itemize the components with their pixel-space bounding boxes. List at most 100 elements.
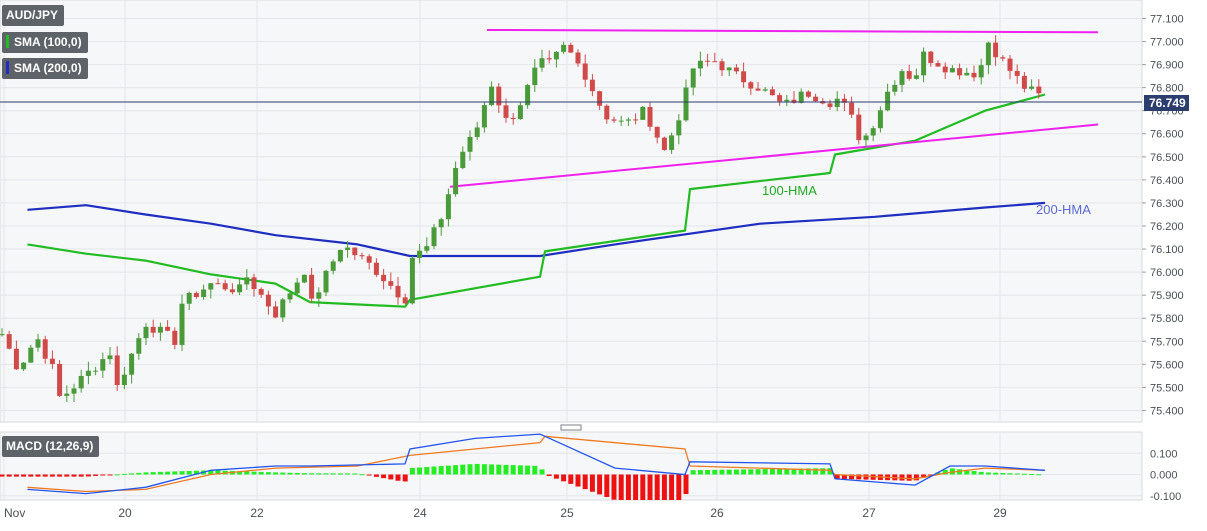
candle-body[interactable] (395, 285, 401, 298)
candle-body[interactable] (741, 71, 747, 83)
candle-body[interactable] (525, 85, 531, 106)
candle-body[interactable] (186, 292, 192, 304)
candle-body[interactable] (676, 120, 682, 136)
candle-body[interactable] (705, 60, 711, 62)
candle-body[interactable] (35, 339, 41, 348)
candle-body[interactable] (352, 247, 358, 256)
candle-body[interactable] (93, 370, 99, 372)
hma200-line[interactable] (27, 201, 1046, 258)
candle-body[interactable] (669, 135, 675, 150)
candle-body[interactable] (870, 128, 876, 136)
sma100-legend[interactable]: SMA (100,0) (2, 32, 88, 53)
candle-body[interactable] (330, 261, 336, 271)
candle-body[interactable] (690, 68, 696, 88)
candle-body[interactable] (1021, 75, 1027, 89)
candle-body[interactable] (784, 99, 790, 102)
candle-body[interactable] (899, 71, 905, 85)
candle-body[interactable] (21, 362, 27, 370)
candle-body[interactable] (546, 58, 552, 60)
candle-body[interactable] (928, 51, 934, 64)
candle-body[interactable] (712, 61, 718, 63)
candle-body[interactable] (1014, 70, 1020, 76)
candle-body[interactable] (978, 65, 984, 78)
candle-body[interactable] (532, 67, 538, 86)
candle-body[interactable] (208, 283, 214, 290)
candle-body[interactable] (366, 256, 372, 263)
candle-body[interactable] (85, 370, 91, 376)
candle-body[interactable] (935, 63, 941, 67)
candle-body[interactable] (683, 87, 689, 121)
candle-body[interactable] (431, 227, 437, 247)
pane-resize-handle[interactable] (560, 424, 582, 431)
candle-body[interactable] (28, 347, 34, 363)
candle-body[interactable] (589, 79, 595, 92)
candle-body[interactable] (921, 51, 927, 76)
candle-body[interactable] (1036, 86, 1042, 94)
candle-body[interactable] (841, 98, 847, 103)
candle-body[interactable] (265, 294, 271, 307)
candle-body[interactable] (863, 135, 869, 141)
candle-body[interactable] (971, 72, 977, 78)
candle-body[interactable] (237, 284, 243, 293)
candle-body[interactable] (467, 136, 473, 152)
candle-body[interactable] (172, 330, 178, 345)
candle-body[interactable] (402, 297, 408, 304)
trend-line[interactable] (486, 28, 1099, 34)
macd-legend[interactable]: MACD (12,26,9) (2, 436, 100, 457)
candle-body[interactable] (114, 355, 120, 386)
trend-line[interactable] (449, 123, 1099, 188)
candle-body[interactable] (496, 86, 502, 106)
candle-body[interactable] (654, 126, 660, 138)
candle-body[interactable] (697, 60, 703, 69)
candle-body[interactable] (575, 52, 581, 64)
candle-body[interactable] (345, 247, 351, 250)
candle-body[interactable] (827, 103, 833, 107)
candle-body[interactable] (719, 61, 725, 71)
candle-body[interactable] (733, 67, 739, 72)
candle-body[interactable] (1007, 58, 1013, 71)
candle-body[interactable] (856, 114, 862, 141)
candle-body[interactable] (129, 353, 135, 375)
candle-body[interactable] (553, 51, 559, 60)
candle-body[interactable] (13, 348, 19, 370)
candle-body[interactable] (597, 91, 603, 106)
candle-body[interactable] (193, 292, 199, 297)
candle-body[interactable] (64, 393, 70, 396)
macd-line[interactable] (27, 433, 1046, 495)
candle-body[interactable] (877, 110, 883, 129)
candle-body[interactable] (42, 339, 48, 359)
candle-body[interactable] (517, 105, 523, 120)
candle-body[interactable] (791, 99, 797, 103)
candle-body[interactable] (309, 274, 315, 299)
candle-body[interactable] (49, 358, 55, 364)
candle-body[interactable] (251, 277, 257, 290)
candle-body[interactable] (957, 68, 963, 76)
candle-body[interactable] (568, 44, 574, 53)
candle-body[interactable] (287, 293, 293, 300)
candle-body[interactable] (150, 326, 156, 333)
candle-body[interactable] (813, 96, 819, 102)
candle-body[interactable] (640, 106, 646, 120)
candle-body[interactable] (539, 58, 545, 68)
candle-body[interactable] (323, 270, 329, 293)
candle-body[interactable] (755, 88, 761, 91)
candle-body[interactable] (561, 44, 567, 52)
candle-body[interactable] (633, 119, 639, 121)
candle-body[interactable] (625, 119, 631, 121)
candle-body[interactable] (460, 151, 466, 169)
candle-body[interactable] (143, 326, 149, 339)
candle-body[interactable] (510, 117, 516, 120)
candle-body[interactable] (6, 334, 12, 349)
candle-body[interactable] (100, 359, 106, 371)
candle-body[interactable] (201, 289, 207, 297)
candle-body[interactable] (316, 292, 322, 299)
candle-body[interactable] (107, 355, 113, 360)
hma100-line[interactable] (27, 93, 1046, 308)
candle-body[interactable] (165, 326, 171, 331)
candle-body[interactable] (409, 257, 415, 304)
candle-body[interactable] (885, 91, 891, 111)
candle-body[interactable] (445, 194, 451, 220)
candle-body[interactable] (964, 72, 970, 76)
candle-body[interactable] (157, 326, 163, 333)
candle-body[interactable] (834, 98, 840, 107)
